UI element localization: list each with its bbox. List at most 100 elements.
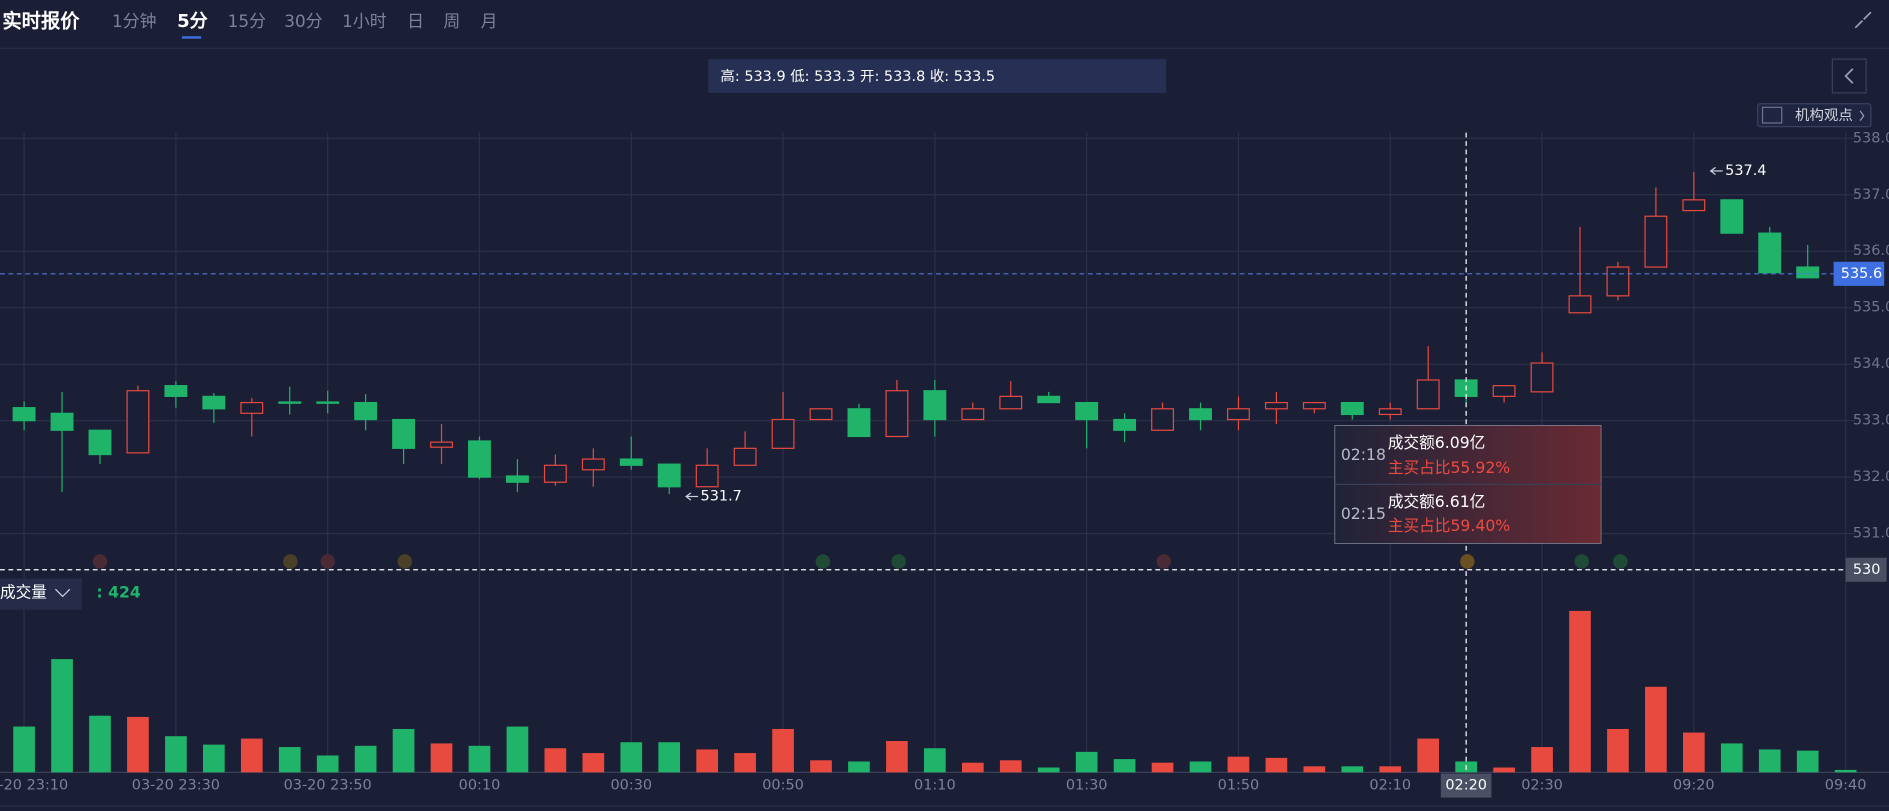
candle-body: [1796, 266, 1820, 279]
icon-stroke: [1854, 19, 1864, 29]
volume-selector[interactable]: [0, 578, 82, 610]
event-icon[interactable]: [1460, 554, 1475, 569]
annotation-arrowhead: [1709, 166, 1716, 176]
tab[interactable]: 1分钟: [112, 11, 156, 31]
event-icon[interactable]: [815, 554, 831, 569]
volume-bar: [1379, 766, 1402, 773]
candle-body: [1568, 295, 1592, 314]
candle-body: [999, 395, 1023, 410]
volume-chevron: [54, 588, 71, 598]
x-tick-label: 03-20 23:10: [0, 778, 68, 794]
volume-bar: [772, 728, 794, 773]
volume-bar: [354, 745, 377, 773]
info-box: [708, 59, 1167, 93]
candle-body: [316, 401, 340, 404]
candle-body: [1682, 199, 1706, 212]
x-tick-label: 02:20: [1445, 778, 1487, 794]
y-tick-label: 537.0: [1853, 187, 1889, 203]
tooltip-ratio: 主买占比59.40%: [1388, 516, 1510, 535]
x-tick-label: 01:50: [1218, 778, 1260, 794]
candle-body: [657, 463, 681, 488]
candle-body: [923, 390, 947, 421]
y-tick-label: 534.0: [1853, 356, 1889, 372]
annotation-label: 537.4: [1725, 163, 1766, 179]
volume-bar: [1531, 747, 1553, 773]
tab[interactable]: 周: [443, 11, 460, 31]
candle-body: [1264, 401, 1288, 410]
tab[interactable]: 1小时: [342, 11, 387, 31]
x-tick-label: 00:30: [610, 778, 652, 794]
volume-bar: [165, 736, 187, 773]
tooltip-amount: 成交额6.09亿: [1388, 433, 1485, 452]
x-tick-label: 03-20 23:50: [284, 778, 372, 794]
event-icon[interactable]: [1613, 554, 1628, 569]
volume-bar: [13, 726, 35, 773]
volume-bar: [1569, 610, 1591, 773]
candle-body: [1227, 408, 1250, 421]
candle-body: [12, 407, 36, 422]
tooltip-ratio: 主买占比55.92%: [1388, 458, 1510, 477]
event-icon[interactable]: [1156, 554, 1171, 569]
volume-bar: [1189, 761, 1212, 773]
candle-body: [430, 441, 453, 448]
candle-body: [961, 408, 985, 421]
volume-bar: [886, 741, 908, 773]
volume-bar: [696, 749, 719, 773]
tab[interactable]: 15分: [228, 11, 266, 31]
volume-bar: [1796, 750, 1819, 773]
tab[interactable]: 日: [407, 11, 424, 31]
volume-bar: [1075, 751, 1098, 773]
event-icon[interactable]: [283, 554, 298, 569]
volume-label[interactable]: 成交量: [0, 582, 47, 601]
volume-bar: [1758, 749, 1781, 773]
event-icon[interactable]: [397, 554, 413, 569]
volume-readout: : 424: [96, 582, 140, 601]
tooltip-time: 02:18: [1341, 445, 1386, 464]
annotation-arrowhead: [685, 492, 692, 501]
event-icon[interactable]: [1574, 554, 1590, 569]
opinion-label[interactable]: 机构观点: [1795, 107, 1853, 124]
volume-bar: [810, 760, 832, 773]
x-tick-label: 01:10: [914, 778, 956, 794]
volume-bar: [1417, 738, 1440, 773]
event-icons: [92, 554, 1628, 569]
candle-body: [1340, 401, 1364, 416]
x-tick-label: 00:50: [762, 778, 804, 794]
event-icon[interactable]: [92, 554, 108, 569]
x-tick-label: 02:30: [1521, 778, 1563, 794]
tab[interactable]: 月: [481, 11, 498, 31]
candle-body: [1758, 232, 1782, 274]
back-button[interactable]: [1831, 58, 1867, 94]
tab[interactable]: 30分: [284, 11, 322, 31]
candle-body: [1492, 385, 1516, 397]
volume-bar: [1720, 743, 1743, 773]
collapse-icon[interactable]: [1854, 11, 1872, 29]
candle-body: [581, 458, 605, 471]
event-icon[interactable]: [891, 554, 906, 569]
volume-bar: [999, 760, 1022, 773]
y-tick-label: 538.0: [1853, 130, 1889, 146]
info-text: 高: 533.9 低: 533.3 开: 533.8 收: 533.5: [720, 68, 995, 85]
candle-body: [733, 447, 757, 466]
candle-body: [885, 390, 909, 438]
panel-title: 实时报价: [2, 9, 80, 32]
candle-body: [126, 390, 150, 454]
x-tick-label: 00:10: [459, 778, 501, 794]
volume-bar: [961, 762, 984, 773]
opinion-chevron: [1859, 110, 1865, 121]
candle-body: [1644, 215, 1668, 268]
volume-bar: [1493, 767, 1515, 773]
volume-bar: [1151, 762, 1174, 773]
opinion-button[interactable]: [1757, 103, 1872, 128]
event-icon[interactable]: [320, 554, 335, 569]
volume-bar: [89, 715, 111, 773]
tab[interactable]: 5分: [177, 11, 208, 32]
volume-bar: [544, 748, 567, 773]
candle-body: [695, 464, 719, 488]
candle-body: [809, 408, 833, 421]
volume-bar: [1834, 769, 1857, 773]
candle-body: [1075, 401, 1099, 421]
candle-body: [1113, 418, 1137, 431]
